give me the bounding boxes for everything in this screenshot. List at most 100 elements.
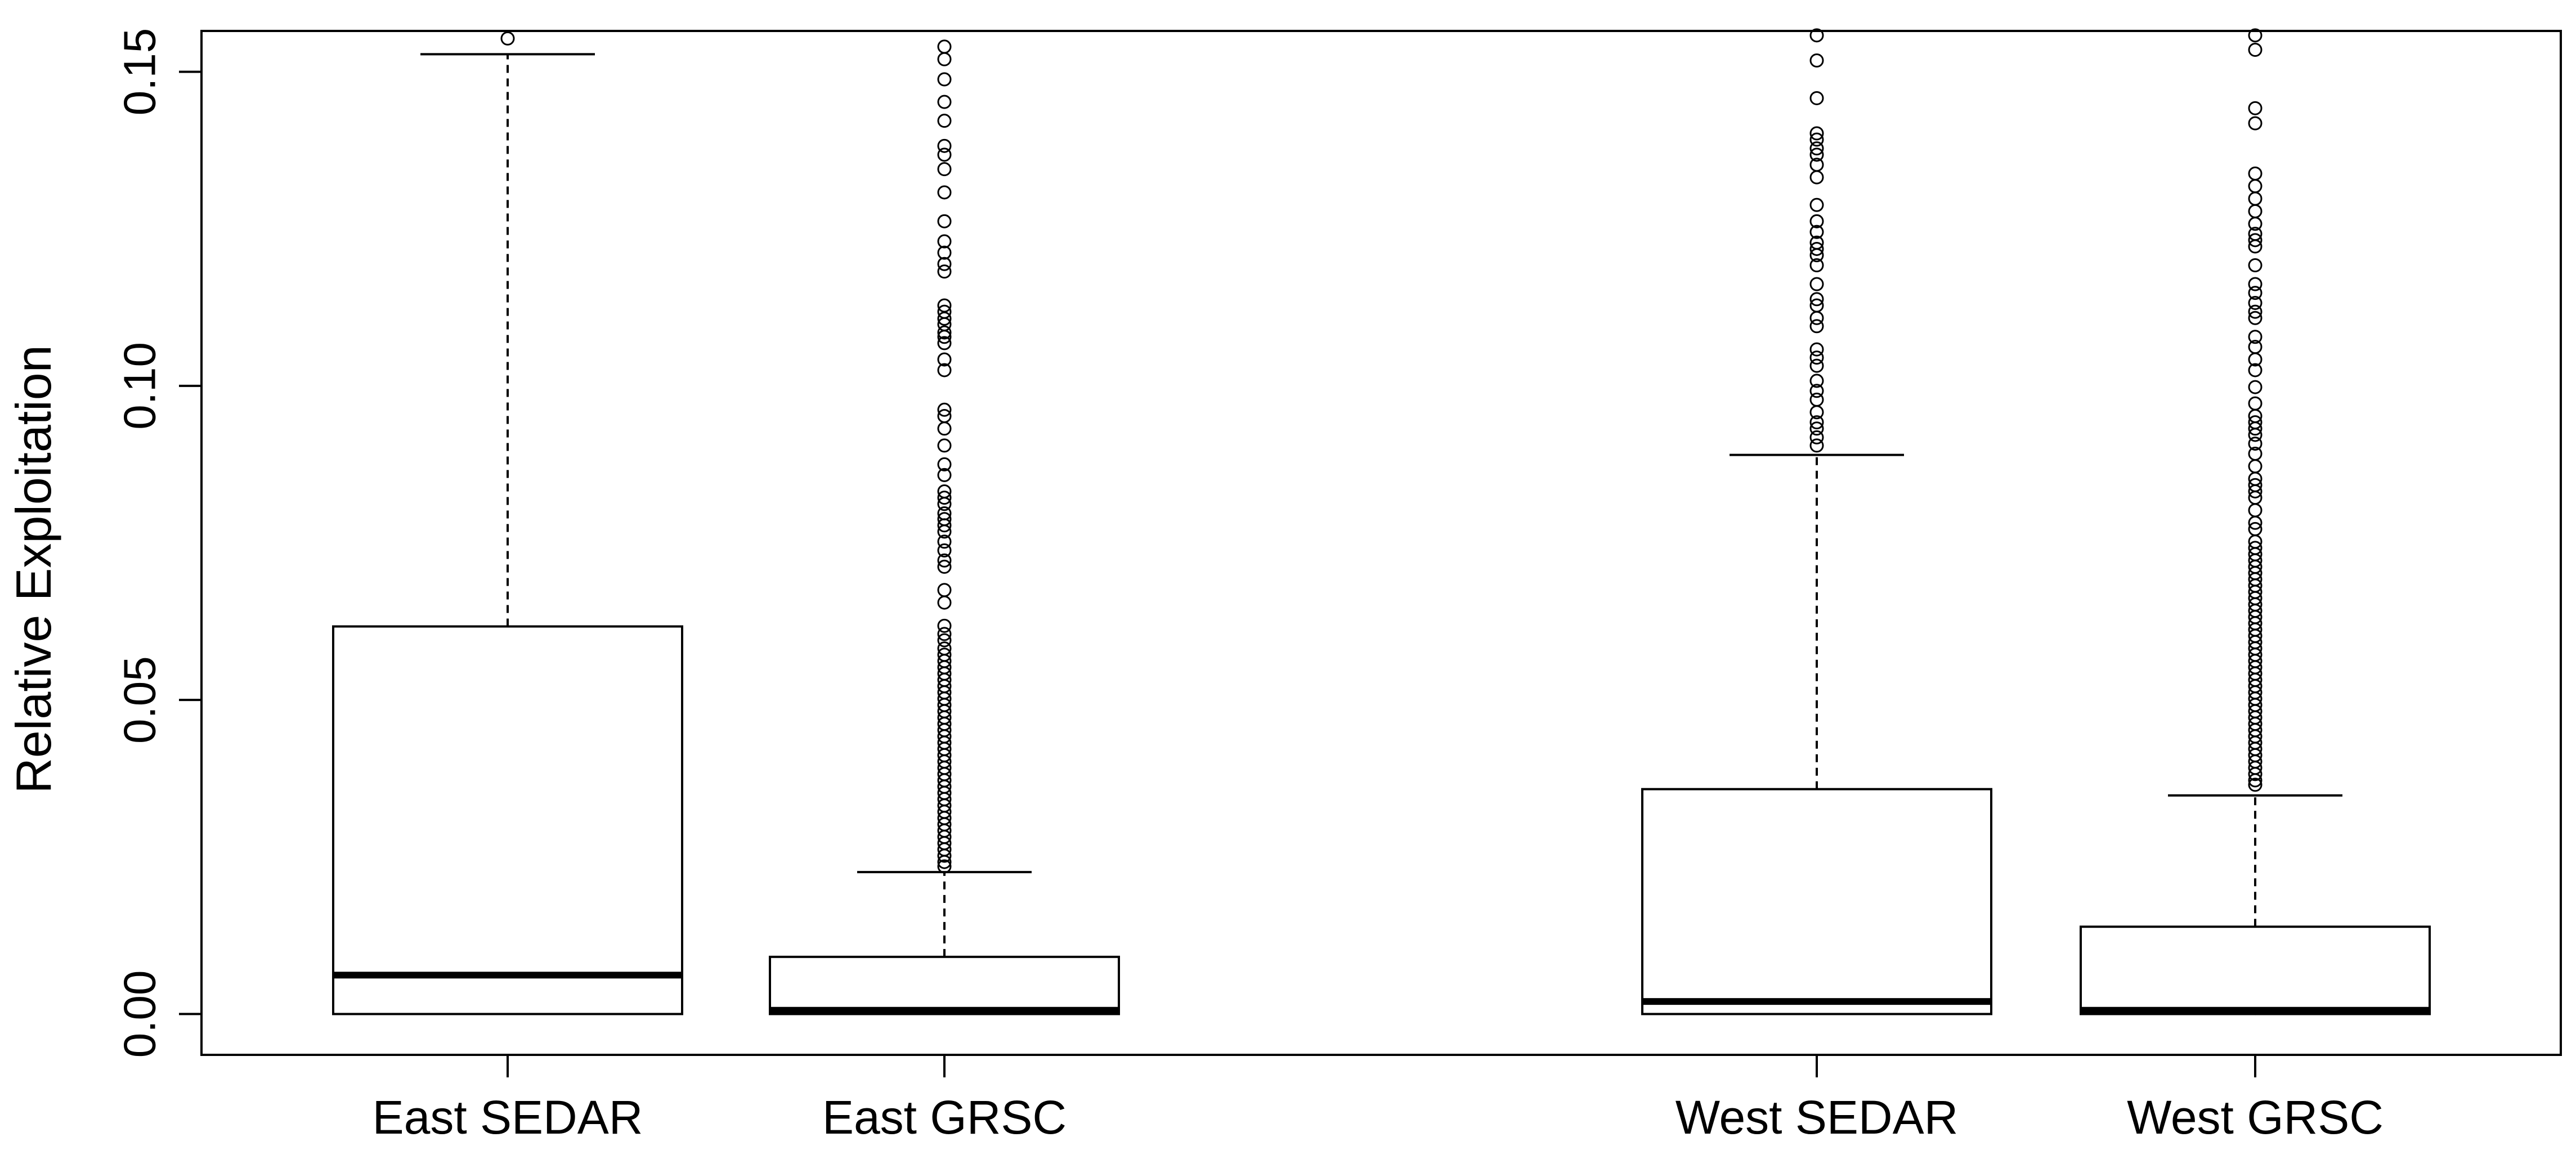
- outlier-point: [1809, 28, 1824, 43]
- outlier-point: [937, 264, 952, 279]
- outlier-point: [1809, 374, 1824, 388]
- outlier-point: [2248, 277, 2263, 291]
- outlier-point: [1809, 405, 1824, 420]
- outlier-point: [2248, 767, 2263, 781]
- box-iqr: [2080, 925, 2431, 1015]
- outlier-point: [937, 234, 952, 249]
- outlier-point: [2248, 515, 2263, 530]
- outlier-point: [937, 457, 952, 471]
- outlier-point: [937, 438, 952, 453]
- outlier-point: [937, 311, 952, 326]
- box-iqr: [1641, 788, 1992, 1015]
- outlier-point: [937, 95, 952, 109]
- outlier-point: [2248, 233, 2263, 248]
- outlier-point: [2248, 484, 2263, 498]
- outlier-point: [1809, 248, 1824, 263]
- outlier-point: [2248, 304, 2263, 319]
- outlier-point: [2248, 286, 2263, 300]
- outlier-point: [1809, 170, 1824, 185]
- outlier-point: [2248, 773, 2263, 788]
- outlier-point: [2248, 428, 2263, 442]
- outlier-point: [937, 402, 952, 417]
- y-tick-label: 0.10: [115, 342, 165, 430]
- outlier-point: [1809, 350, 1824, 365]
- outlier-point: [1809, 430, 1824, 444]
- y-axis: 0.00 0.05 0.10 0.15: [115, 28, 201, 1058]
- outlier-point: [1809, 214, 1824, 228]
- outlier-point: [937, 524, 952, 539]
- box-west-sedar: [1641, 28, 1992, 1015]
- outlier-point: [2248, 239, 2263, 254]
- outlier-point: [1809, 358, 1824, 373]
- outlier-point: [2248, 380, 2263, 394]
- outlier-point: [937, 325, 952, 340]
- outlier-point: [937, 214, 952, 228]
- x-tick-label: East GRSC: [822, 1091, 1067, 1144]
- outlier-point: [937, 468, 952, 482]
- y-tick-label: 0.00: [115, 970, 165, 1058]
- x-tick-label: East SEDAR: [373, 1091, 643, 1144]
- box-iqr: [332, 625, 683, 1015]
- outlier-point: [937, 363, 952, 377]
- outlier-point: [937, 52, 952, 66]
- outlier-point: [937, 534, 952, 549]
- box-group: [332, 28, 2431, 1015]
- outlier-point: [937, 114, 952, 128]
- outlier-point: [2248, 101, 2263, 115]
- outlier-point: [2248, 217, 2263, 231]
- outlier-point: [1809, 53, 1824, 68]
- outlier-point: [1809, 91, 1824, 105]
- outlier-point: [937, 553, 952, 568]
- outlier-point: [1809, 277, 1824, 291]
- outlier-point: [1809, 258, 1824, 272]
- outlier-point: [2248, 311, 2263, 325]
- outlier-point: [937, 185, 952, 200]
- outlier-point: [937, 633, 952, 648]
- outlier-point: [937, 859, 952, 874]
- outlier-point: [1809, 384, 1824, 398]
- outlier-point: [937, 245, 952, 260]
- outlier-point: [1809, 319, 1824, 334]
- x-axis: East SEDAR East GRSC West SEDAR West GRSC: [373, 1055, 2384, 1144]
- outlier-point: [937, 421, 952, 436]
- outlier-point: [937, 559, 952, 574]
- outlier-point: [937, 147, 952, 162]
- box-iqr: [769, 955, 1120, 1015]
- outlier-point: [937, 618, 952, 633]
- outlier-point: [1809, 342, 1824, 357]
- outlier-point: [1809, 292, 1824, 307]
- outlier-point: [2248, 778, 2263, 792]
- outlier-point: [937, 257, 952, 271]
- x-tick-label: West GRSC: [2127, 1091, 2384, 1144]
- outlier-point: [937, 336, 952, 350]
- outlier-point: [1809, 241, 1824, 256]
- outlier-point: [937, 497, 952, 511]
- outlier-point: [500, 31, 515, 46]
- outlier-point: [937, 848, 952, 863]
- outlier-point: [1809, 224, 1824, 239]
- outlier-point: [1809, 415, 1824, 430]
- outlier-point: [1809, 141, 1824, 156]
- outlier-point: [937, 138, 952, 153]
- outlier-point: [937, 330, 952, 344]
- outlier-point: [937, 491, 952, 505]
- outlier-point: [2248, 295, 2263, 310]
- outlier-point: [2248, 28, 2263, 43]
- outlier-point: [2248, 116, 2263, 131]
- outlier-point: [937, 543, 952, 558]
- y-tick-label: 0.05: [115, 656, 165, 744]
- outlier-point: [2248, 363, 2263, 377]
- outlier-point: [1809, 126, 1824, 141]
- outlier-point: [937, 162, 952, 177]
- outlier-point: [937, 352, 952, 367]
- outlier-point: [2248, 437, 2263, 451]
- box-east-grsc: [769, 39, 1120, 1015]
- outlier-point: [937, 518, 952, 533]
- outlier-point: [1809, 421, 1824, 436]
- outlier-point: [1809, 132, 1824, 147]
- outlier-point: [1809, 438, 1824, 453]
- outlier-point: [1809, 311, 1824, 325]
- box-west-grsc: [2080, 28, 2431, 1015]
- outlier-point: [2248, 42, 2263, 57]
